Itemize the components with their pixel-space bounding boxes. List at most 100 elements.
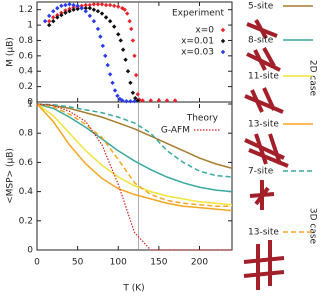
series-line bbox=[36, 103, 233, 206]
y-tick-label: 0.6 bbox=[19, 51, 34, 61]
y-tick-label: 1 bbox=[27, 100, 33, 110]
legend-marker bbox=[220, 49, 226, 55]
data-point bbox=[111, 3, 117, 9]
x-tick-label: 0 bbox=[34, 258, 40, 268]
cluster-icons bbox=[243, 19, 289, 290]
data-point bbox=[67, 2, 72, 7]
data-point bbox=[105, 62, 110, 68]
legend-label: 5-site bbox=[248, 2, 274, 12]
y-tick-label: 0.4 bbox=[19, 67, 34, 77]
data-point bbox=[110, 80, 115, 85]
data-point bbox=[130, 38, 136, 43]
x-tick-label: 100 bbox=[110, 258, 127, 268]
y-tick-label: 1 bbox=[27, 21, 33, 31]
x-label: T (K) bbox=[122, 284, 144, 294]
data-point bbox=[123, 57, 128, 62]
data-point bbox=[91, 2, 97, 7]
data-point bbox=[87, 2, 93, 8]
series-line bbox=[36, 103, 233, 169]
legend-label: x=0.03 bbox=[181, 48, 214, 58]
data-point bbox=[87, 5, 93, 11]
data-point bbox=[55, 12, 60, 18]
data-point bbox=[99, 2, 105, 7]
data-point bbox=[46, 22, 52, 28]
data-point bbox=[67, 9, 72, 14]
data-point bbox=[63, 10, 68, 15]
data-point bbox=[127, 19, 132, 24]
data-point bbox=[83, 2, 88, 8]
top-y-label: M (μB) bbox=[6, 37, 16, 67]
data-point bbox=[140, 98, 145, 103]
data-point bbox=[103, 2, 109, 8]
data-point bbox=[100, 43, 106, 49]
data-point bbox=[91, 7, 97, 12]
data-point bbox=[83, 5, 88, 11]
data-point bbox=[63, 8, 68, 13]
data-point bbox=[67, 6, 72, 12]
y-tick-label: 0.8 bbox=[19, 129, 34, 139]
data-point bbox=[112, 88, 118, 93]
data-point bbox=[120, 98, 125, 103]
data-point bbox=[46, 19, 52, 24]
y-tick-label: 0 bbox=[27, 246, 33, 256]
y-tick-label: 0.2 bbox=[19, 82, 33, 92]
data-point bbox=[129, 26, 134, 32]
y-tick-label: 0.4 bbox=[19, 187, 34, 197]
data-point bbox=[107, 2, 113, 8]
data-point bbox=[42, 19, 48, 24]
data-point bbox=[79, 5, 84, 11]
legend-title: Experiment bbox=[172, 9, 224, 19]
data-point bbox=[122, 7, 127, 12]
x-tick-label: 50 bbox=[72, 258, 84, 268]
data-point bbox=[79, 3, 84, 9]
data-point bbox=[99, 11, 105, 16]
data-point bbox=[111, 24, 117, 29]
data-point bbox=[125, 69, 131, 74]
data-point bbox=[137, 97, 142, 102]
data-point bbox=[103, 15, 109, 20]
data-point bbox=[46, 13, 52, 19]
series-line bbox=[36, 103, 232, 251]
data-point bbox=[133, 95, 138, 101]
legend-label: 8-site bbox=[248, 36, 274, 46]
y-tick-label: 0.2 bbox=[19, 216, 33, 226]
data-point bbox=[135, 92, 140, 97]
data-point bbox=[128, 80, 133, 85]
data-point bbox=[59, 12, 64, 18]
legend-title: Theory bbox=[186, 114, 219, 124]
bottom-y-label: <MSP> (μB) bbox=[6, 148, 16, 204]
group-label: 3D case bbox=[308, 208, 318, 245]
series-line bbox=[36, 103, 233, 212]
bottom-frame bbox=[36, 101, 233, 251]
data-point bbox=[116, 4, 121, 9]
data-point bbox=[124, 99, 129, 104]
data-point bbox=[71, 5, 76, 10]
series-line bbox=[36, 103, 233, 193]
data-point bbox=[55, 15, 60, 20]
data-point bbox=[115, 93, 120, 99]
y-tick-label: 0 bbox=[27, 98, 33, 108]
series-line bbox=[36, 103, 233, 178]
data-point bbox=[71, 2, 76, 8]
data-point bbox=[95, 2, 101, 7]
data-point bbox=[107, 19, 113, 24]
data-point bbox=[51, 9, 56, 14]
data-point bbox=[103, 53, 108, 59]
data-point bbox=[63, 2, 68, 8]
data-point bbox=[172, 98, 178, 103]
data-point bbox=[135, 98, 140, 103]
data-point bbox=[91, 19, 97, 24]
data-point bbox=[120, 47, 126, 52]
y-tick-label: 0.6 bbox=[19, 158, 34, 168]
data-point bbox=[83, 9, 88, 14]
y-tick-label: 1.2 bbox=[19, 5, 33, 15]
legend-label: 7-site bbox=[248, 167, 274, 177]
data-point bbox=[107, 72, 113, 77]
data-point bbox=[148, 98, 153, 103]
data-point bbox=[55, 5, 60, 11]
legend-marker bbox=[220, 27, 226, 33]
data-point bbox=[51, 15, 56, 20]
data-point bbox=[59, 10, 64, 15]
data-point bbox=[132, 53, 137, 59]
